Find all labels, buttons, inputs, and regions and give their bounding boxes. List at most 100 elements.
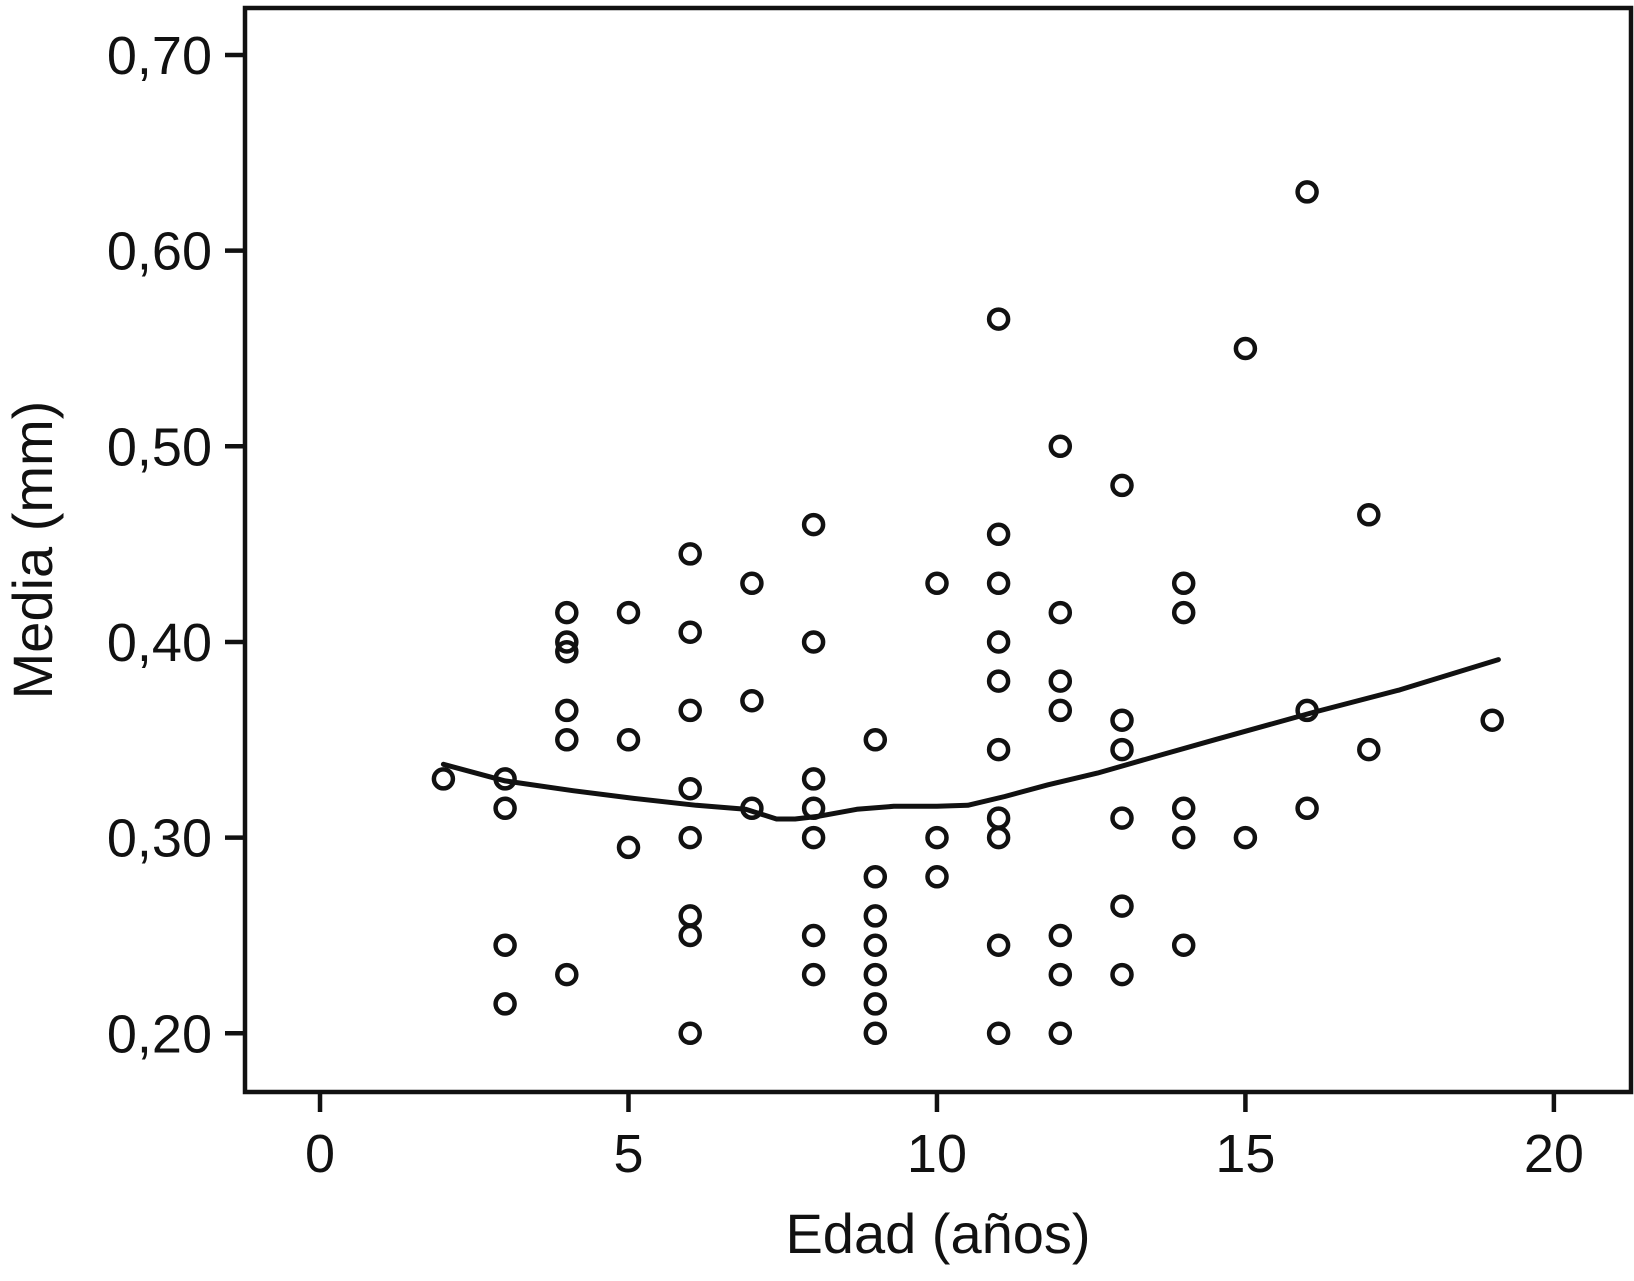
data-point [863, 904, 888, 928]
data-point [1048, 434, 1073, 459]
data-point [801, 512, 826, 537]
data-point [986, 933, 1011, 957]
data-point [986, 737, 1011, 762]
data-point [555, 728, 579, 752]
data-point [986, 825, 1011, 850]
x-tick-label: 10 [907, 1124, 967, 1184]
y-tick-label: 0,40 [107, 613, 212, 673]
data-point [740, 688, 764, 713]
data-point [678, 542, 702, 566]
data-point [678, 904, 702, 928]
data-point [678, 1021, 702, 1046]
x-axis-tick-labels: 0 5 10 15 20 [305, 1124, 1584, 1184]
data-point [1048, 669, 1073, 693]
data-point [431, 767, 456, 791]
data-point [1480, 708, 1504, 732]
data-point [925, 571, 949, 596]
data-point [801, 923, 826, 948]
data-point [1357, 737, 1381, 762]
x-tick-label: 0 [305, 1124, 335, 1184]
data-point [493, 933, 517, 957]
data-point [986, 1021, 1011, 1046]
data-point [555, 630, 579, 654]
data-point [1171, 571, 1196, 596]
data-point [555, 698, 579, 723]
data-point [1295, 180, 1319, 204]
y-axis-tick-labels: 0,20 0,30 0,40 0,50 0,60 0,70 [107, 26, 212, 1064]
data-point [801, 630, 826, 654]
data-point [555, 639, 579, 664]
data-point [740, 796, 764, 821]
plot-border [242, 5, 1634, 1095]
data-point [616, 600, 641, 625]
data-point [616, 728, 641, 752]
data-point [986, 669, 1011, 693]
x-tick-label: 20 [1524, 1124, 1584, 1184]
data-point [678, 620, 702, 644]
data-point [678, 923, 702, 948]
x-axis-title: Edad (años) [785, 1202, 1090, 1265]
data-point [1110, 894, 1134, 918]
data-point [678, 776, 702, 801]
y-axis-ticks [225, 52, 245, 1036]
data-point [1171, 825, 1196, 850]
data-points-group [431, 180, 1504, 1046]
data-point [1357, 503, 1381, 527]
data-point [801, 767, 826, 791]
data-point [1048, 600, 1073, 625]
data-point [616, 835, 641, 860]
data-point [1295, 796, 1319, 821]
data-point [986, 806, 1011, 830]
data-point [1171, 796, 1196, 821]
data-point [1048, 698, 1073, 723]
data-point [986, 522, 1011, 547]
data-point [1048, 962, 1073, 987]
y-tick-label: 0,20 [107, 1004, 212, 1064]
data-point [555, 962, 579, 987]
data-point [986, 571, 1011, 596]
data-point [1233, 336, 1258, 361]
data-point [863, 865, 888, 889]
x-axis-ticks [317, 1092, 1557, 1112]
data-point [493, 767, 517, 791]
data-point [1233, 825, 1258, 850]
data-point [863, 728, 888, 752]
data-point [1110, 473, 1134, 498]
y-axis-title: Media (mm) [1, 401, 64, 700]
data-point [678, 698, 702, 723]
data-point [1171, 600, 1196, 625]
data-point [1171, 933, 1196, 957]
data-point [678, 825, 702, 850]
data-point [1110, 737, 1134, 762]
data-point [1110, 708, 1134, 732]
trend-line-group [440, 657, 1501, 822]
y-tick-label: 0,50 [107, 417, 212, 477]
data-point [1110, 962, 1134, 987]
data-point [925, 825, 949, 850]
data-point [801, 825, 826, 850]
data-point [863, 992, 888, 1016]
data-point [986, 630, 1011, 654]
data-point [801, 796, 826, 821]
y-tick-label: 0,60 [107, 222, 212, 282]
x-tick-label: 5 [613, 1124, 643, 1184]
data-point [801, 962, 826, 987]
data-point [986, 307, 1011, 331]
y-tick-label: 0,30 [107, 809, 212, 869]
data-point [1048, 923, 1073, 948]
data-point [493, 992, 517, 1016]
data-point [925, 865, 949, 889]
data-point [493, 796, 517, 821]
data-point [863, 962, 888, 987]
data-point [863, 1021, 888, 1046]
data-point [1110, 806, 1134, 830]
y-tick-label: 0,70 [107, 26, 212, 86]
trend-line [440, 657, 1501, 822]
data-point [1048, 1021, 1073, 1046]
x-tick-label: 15 [1215, 1124, 1275, 1184]
data-point [863, 933, 888, 957]
data-point [555, 600, 579, 625]
data-point [740, 571, 764, 596]
